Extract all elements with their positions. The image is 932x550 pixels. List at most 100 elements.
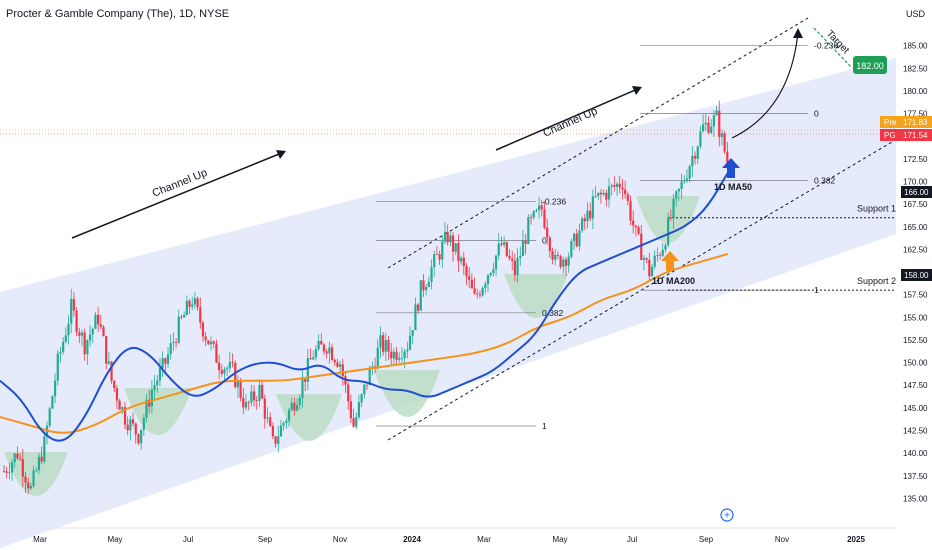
- fib2-label-0: -0.236: [814, 41, 838, 51]
- pre-tag: [880, 116, 932, 128]
- candle-body: [546, 227, 549, 238]
- price-tick-6: 170.00: [903, 178, 928, 187]
- candle-body: [497, 243, 500, 256]
- candle-body: [583, 218, 586, 222]
- channel-arrow-1: [71, 151, 285, 239]
- candle-body: [384, 340, 387, 352]
- candle-body: [242, 397, 245, 408]
- candle-body: [537, 205, 541, 210]
- candle-body: [632, 220, 635, 226]
- candle-body: [121, 407, 124, 410]
- last-price-tag: [880, 129, 932, 141]
- support-layer: Support 1 Support 2: [668, 204, 900, 291]
- price-tick-14: 150.00: [903, 359, 928, 368]
- candle-body: [349, 401, 352, 419]
- candle-body: [180, 316, 183, 318]
- candle-body: [355, 416, 358, 427]
- candle-body: [287, 410, 291, 421]
- candle-body: [16, 453, 19, 459]
- fib1-label-2: 0.382: [542, 308, 564, 318]
- candle-body: [13, 453, 16, 463]
- candle-body: [629, 200, 632, 221]
- candle-body: [615, 183, 619, 187]
- candle-body: [645, 258, 648, 260]
- candle-body: [494, 255, 498, 270]
- candle-body: [78, 332, 81, 336]
- candle-body: [400, 357, 404, 359]
- candle-body: [161, 358, 164, 368]
- fib1-label-0: -0.236: [542, 196, 566, 206]
- candle-body: [556, 255, 560, 256]
- candle-body: [293, 402, 296, 411]
- channel-arrow-1-head: [276, 150, 286, 159]
- candle-body: [158, 367, 162, 381]
- candle-body: [554, 255, 557, 260]
- candle-body: [62, 341, 65, 352]
- support1-tag-value: 166.00: [904, 188, 929, 197]
- candle-body: [368, 368, 371, 386]
- candle-body: [688, 166, 691, 179]
- candle-body: [637, 227, 640, 234]
- support2-tag: [901, 269, 932, 281]
- candle-body: [607, 186, 611, 200]
- plus-icon: +: [724, 511, 730, 522]
- chart-title: Procter & Gamble Company (The), 1D, NYSE: [6, 8, 229, 20]
- time-tick-11: 2025: [847, 535, 865, 544]
- candle-body: [309, 358, 312, 360]
- candle-body: [508, 256, 511, 259]
- candle-body: [390, 351, 393, 359]
- candle-body: [134, 423, 137, 435]
- candle-body: [457, 243, 460, 262]
- candle-body: [51, 396, 54, 409]
- candle-body: [148, 399, 151, 407]
- candle-body: [382, 335, 385, 352]
- candle-body: [511, 258, 514, 261]
- candle-body: [282, 423, 285, 426]
- candle-body: [642, 258, 646, 260]
- candle-body: [532, 211, 535, 218]
- candle-body: [271, 425, 274, 437]
- candle-body: [314, 349, 318, 358]
- candle-body: [473, 288, 476, 294]
- candle-body: [465, 266, 468, 277]
- candle-body: [572, 233, 576, 242]
- candle-body: [411, 330, 414, 336]
- candle-body: [295, 405, 299, 411]
- price-tick-12: 155.00: [903, 313, 928, 322]
- support-zone: [4, 452, 68, 496]
- ma50-label: 1D MA50: [714, 182, 752, 192]
- candle-body: [683, 180, 686, 182]
- ma200-line: [0, 252, 729, 434]
- candle-body: [567, 256, 570, 266]
- candle-body: [118, 400, 121, 410]
- candle-body: [330, 347, 334, 360]
- candle-body: [193, 298, 197, 305]
- candle-body: [414, 304, 417, 331]
- candle-body: [91, 328, 94, 335]
- candle-body: [548, 237, 551, 252]
- candle-body: [454, 243, 457, 252]
- candle-body: [500, 243, 503, 245]
- candle-body: [247, 402, 250, 403]
- candle-body: [680, 181, 683, 189]
- add-indicator-button[interactable]: [720, 508, 734, 522]
- candle-body: [88, 334, 92, 341]
- candle-body: [102, 326, 105, 337]
- candle-body: [704, 122, 707, 125]
- candle-body: [710, 126, 713, 133]
- candle-body: [451, 235, 455, 252]
- ma50-arrow-icon: [722, 158, 740, 178]
- ma200-label: 1D MA200: [652, 276, 695, 286]
- candle-body: [261, 384, 264, 399]
- candle-body: [142, 418, 145, 430]
- candle-body: [478, 294, 482, 296]
- candle-body: [80, 332, 84, 336]
- candle-body: [72, 298, 76, 311]
- candle-body: [693, 155, 697, 159]
- time-tick-7: May: [552, 535, 567, 544]
- channel-arrow-2: [495, 87, 641, 151]
- candle-body: [94, 314, 97, 329]
- candle-body: [403, 351, 406, 358]
- candle-body: [113, 380, 116, 389]
